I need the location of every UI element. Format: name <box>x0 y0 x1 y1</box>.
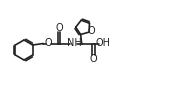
Text: O: O <box>90 54 98 64</box>
Text: OH: OH <box>96 38 111 48</box>
Text: O: O <box>45 38 52 49</box>
Text: NH: NH <box>67 38 81 48</box>
Text: O: O <box>55 23 63 33</box>
Text: O: O <box>88 26 95 36</box>
